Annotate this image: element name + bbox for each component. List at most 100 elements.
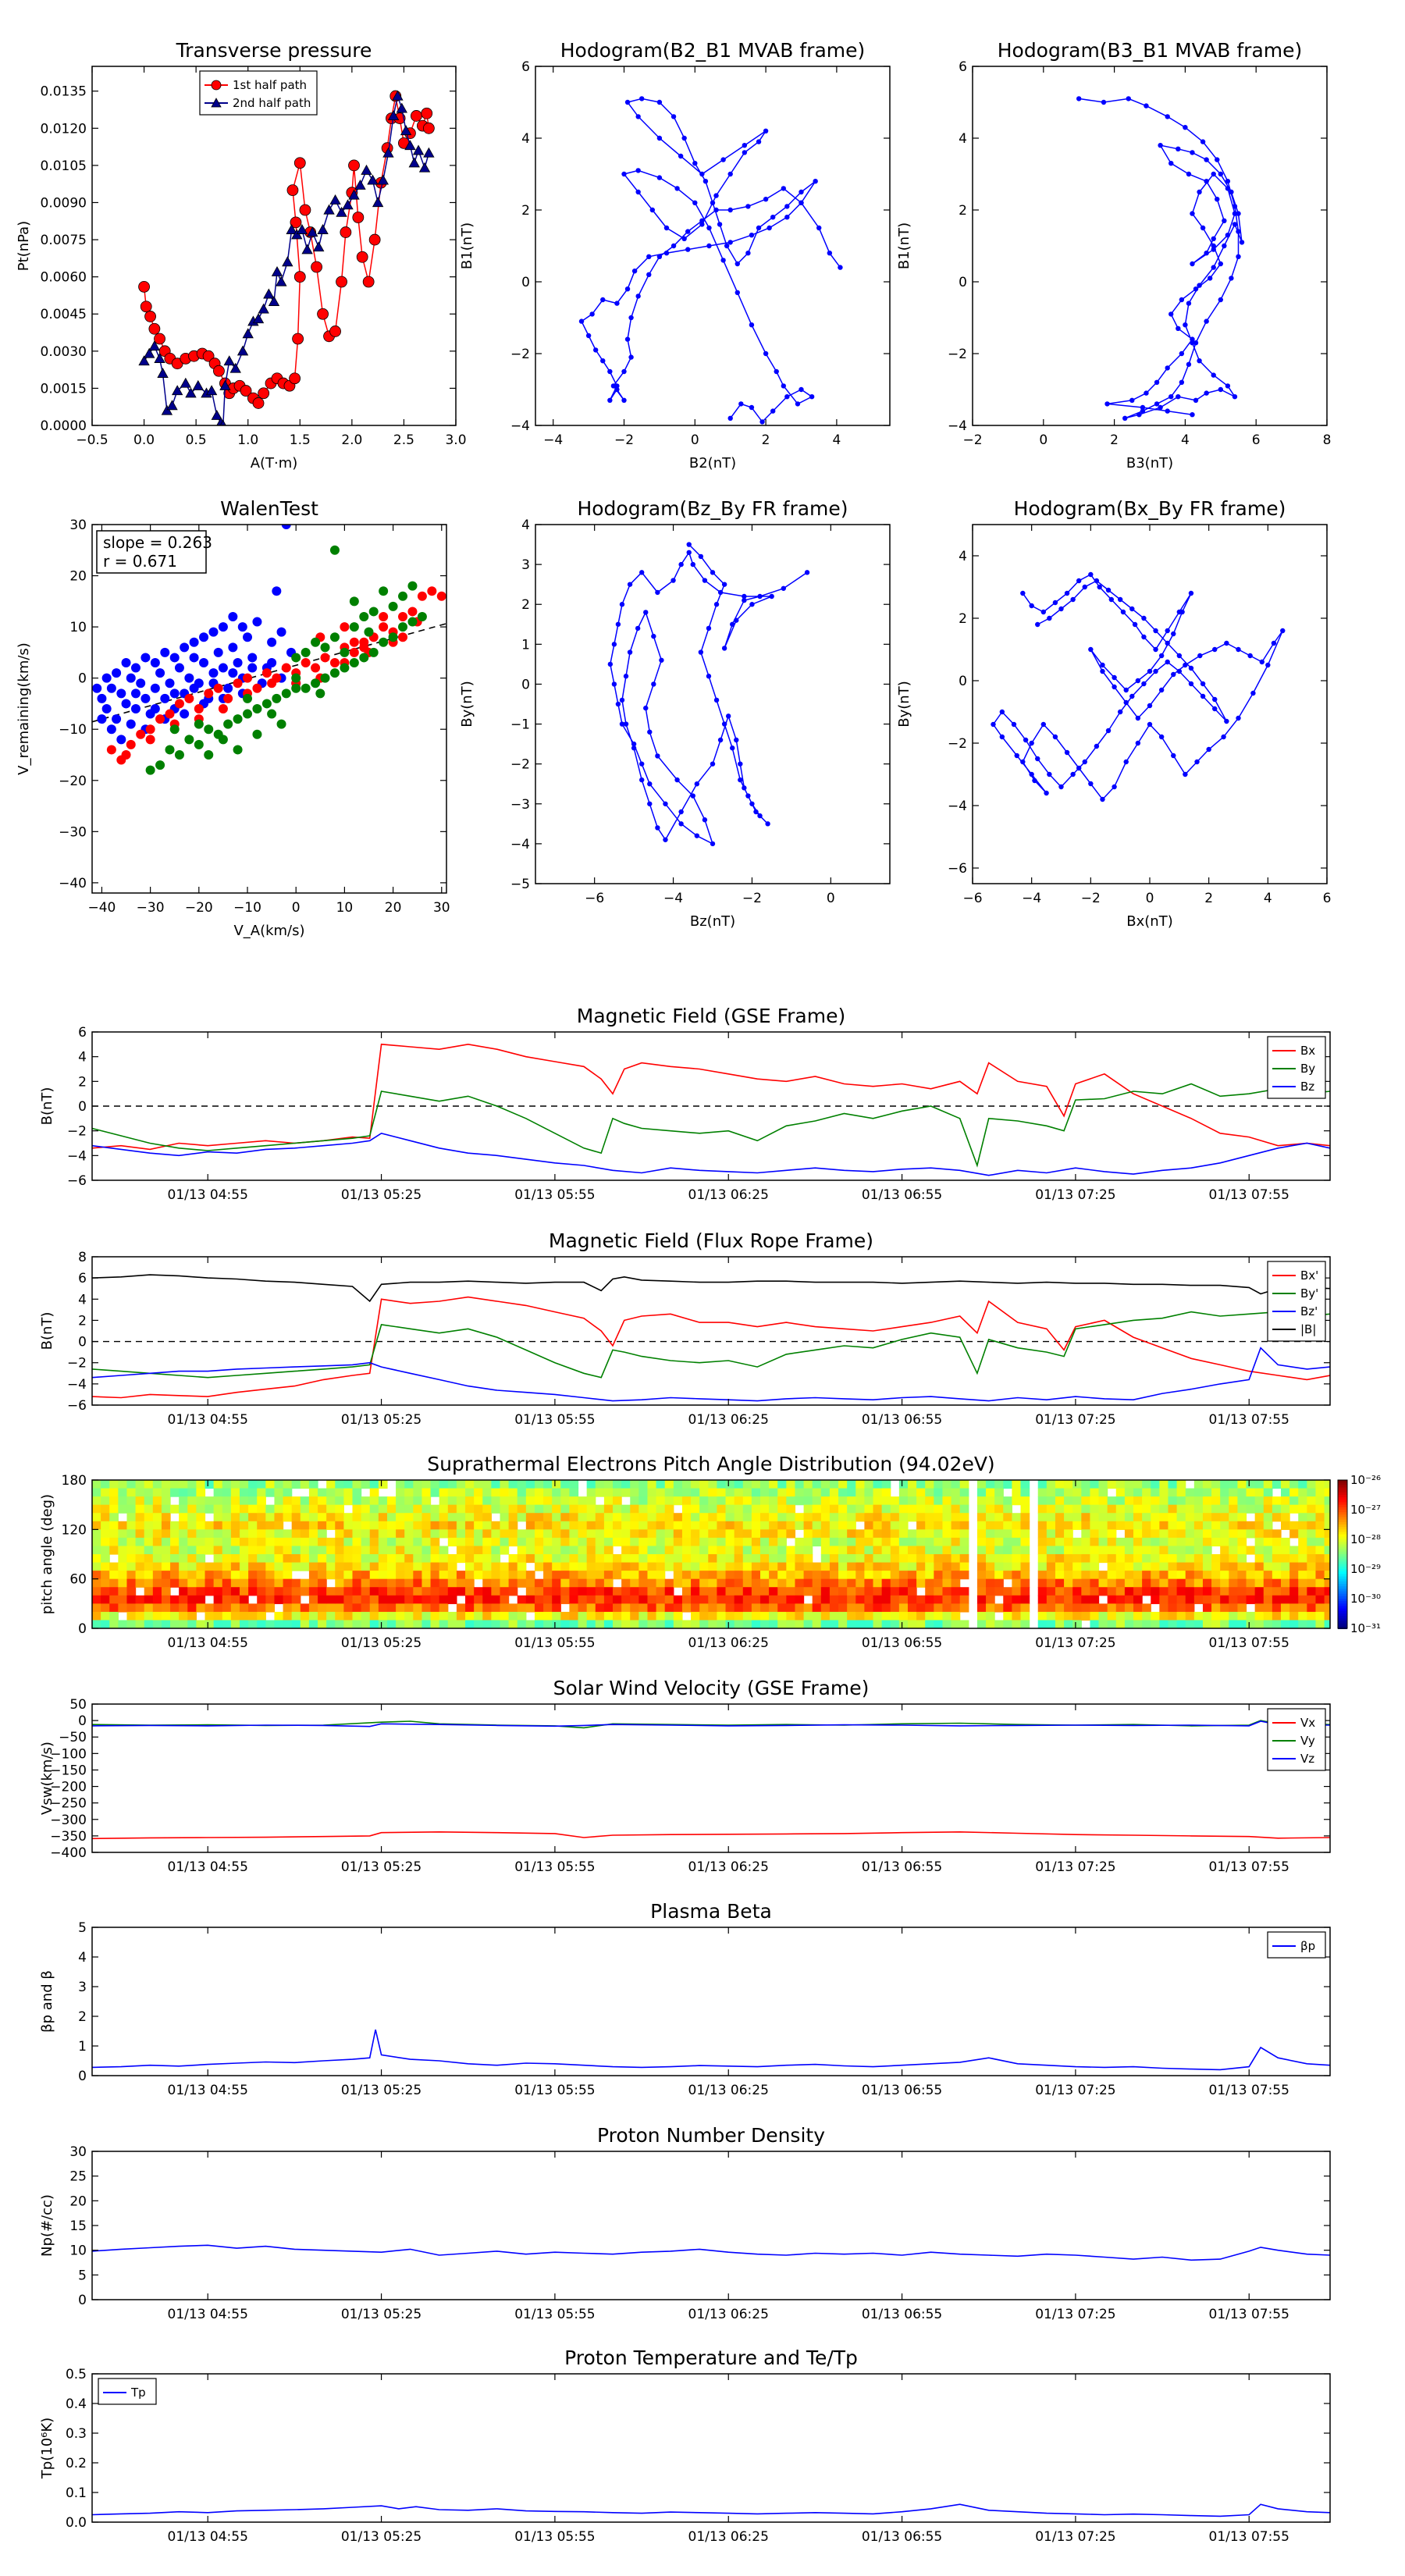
y-tick-label: −10	[59, 722, 87, 738]
heatmap-cell	[1124, 1537, 1134, 1547]
heatmap-cell	[847, 1620, 856, 1628]
heatmap-cell	[578, 1611, 588, 1621]
heatmap-cell	[447, 1587, 457, 1596]
heatmap-cell	[1151, 1537, 1160, 1547]
data-point	[1186, 361, 1192, 367]
heatmap-cell	[1298, 1571, 1307, 1580]
heatmap-cell	[847, 1513, 856, 1522]
heatmap-cell	[621, 1562, 631, 1571]
heatmap-cell	[873, 1571, 883, 1580]
data-point	[404, 140, 416, 151]
x-tick-label: 01/13 05:55	[514, 2529, 595, 2545]
data-point	[735, 261, 740, 267]
heatmap-cell	[1115, 1562, 1126, 1571]
data-point	[635, 189, 641, 195]
heatmap-cell	[647, 1480, 657, 1489]
data-point	[592, 347, 599, 353]
heatmap-cell	[734, 1480, 744, 1489]
data-point	[1023, 737, 1029, 743]
heatmap-cell	[769, 1546, 778, 1555]
heatmap-cell	[318, 1529, 327, 1539]
chart-title: Proton Number Density	[597, 2124, 825, 2147]
heatmap-cell	[369, 1587, 379, 1596]
heatmap-cell	[1324, 1595, 1330, 1604]
heatmap-cell	[673, 1513, 683, 1522]
heatmap-cell	[534, 1603, 544, 1613]
x-tick-label: 01/13 06:55	[862, 1859, 942, 1875]
data-point	[349, 622, 359, 632]
heatmap-cell	[803, 1521, 813, 1530]
heatmap-cell	[673, 1488, 683, 1497]
heatmap-cell	[1064, 1504, 1073, 1514]
heatmap-cell	[725, 1504, 735, 1514]
y-tick-label: −2	[67, 1356, 87, 1372]
heatmap-cell	[318, 1603, 327, 1613]
y-tick-label: −200	[50, 1780, 87, 1795]
heatmap-cell	[603, 1496, 614, 1506]
heatmap-cell	[603, 1571, 614, 1580]
heatmap-cell	[673, 1620, 683, 1628]
heatmap-cell	[352, 1562, 362, 1571]
heatmap-cell	[491, 1496, 501, 1506]
heatmap-cell	[812, 1603, 822, 1613]
y-tick-label: −4	[67, 1377, 87, 1393]
heatmap-cell	[621, 1620, 631, 1628]
heatmap-cell	[717, 1611, 727, 1621]
heatmap-cell	[951, 1488, 961, 1497]
heatmap-cell	[361, 1521, 371, 1530]
heatmap-cell	[838, 1554, 848, 1564]
heatmap-cell	[222, 1562, 232, 1571]
heatmap-cell	[881, 1504, 891, 1514]
heatmap-cell	[1090, 1504, 1100, 1514]
heatmap-cell	[681, 1578, 692, 1588]
heatmap-cell	[1003, 1513, 1012, 1522]
data-point	[628, 315, 634, 321]
colorbar-cell	[1338, 1614, 1347, 1617]
colorbar-cell	[1338, 1610, 1347, 1614]
heatmap-cell	[1081, 1554, 1091, 1564]
heatmap-cell	[881, 1562, 891, 1571]
heatmap-cell	[1012, 1554, 1022, 1564]
heatmap-cell	[759, 1620, 770, 1628]
heatmap-cell	[456, 1529, 466, 1539]
data-point	[624, 99, 631, 105]
heatmap-cell	[959, 1571, 969, 1580]
data-point	[291, 673, 301, 683]
heatmap-cell	[1142, 1521, 1151, 1530]
heatmap-cell	[404, 1611, 414, 1621]
heatmap-cell	[1254, 1513, 1264, 1522]
heatmap-cell	[803, 1578, 813, 1588]
heatmap-cell	[474, 1611, 483, 1621]
heatmap-cell	[447, 1562, 457, 1571]
data-point	[647, 729, 653, 735]
heatmap-cell	[474, 1504, 483, 1514]
heatmap-cell	[1315, 1529, 1325, 1539]
heatmap-cell	[378, 1537, 388, 1547]
heatmap-cell	[916, 1504, 926, 1514]
data-point	[417, 591, 427, 601]
colorbar-label: 10⁻³⁰	[1350, 1592, 1381, 1606]
heatmap-cell	[734, 1562, 744, 1571]
heatmap-cell	[603, 1578, 614, 1588]
heatmap-cell	[786, 1571, 796, 1580]
heatmap-cell	[708, 1578, 718, 1588]
data-point	[148, 340, 161, 351]
heatmap-cell	[1046, 1521, 1056, 1530]
heatmap-cell	[959, 1521, 969, 1530]
heatmap-cell	[1220, 1504, 1229, 1514]
heatmap-cell	[534, 1620, 544, 1628]
data-point	[1040, 609, 1047, 615]
x-tick-label: 01/13 06:55	[862, 1412, 942, 1428]
heatmap-cell	[812, 1529, 822, 1539]
heatmap-cell	[430, 1603, 440, 1613]
heatmap-cell	[942, 1504, 952, 1514]
heatmap-cell	[976, 1480, 987, 1489]
heatmap-cell	[586, 1587, 596, 1596]
heatmap-cell	[369, 1480, 379, 1489]
heatmap-cell	[1115, 1488, 1126, 1497]
heatmap-cell	[1168, 1595, 1178, 1604]
heatmap-cell	[291, 1562, 301, 1571]
heatmap-cell	[708, 1620, 718, 1628]
y-tick-label: 0	[521, 677, 530, 692]
